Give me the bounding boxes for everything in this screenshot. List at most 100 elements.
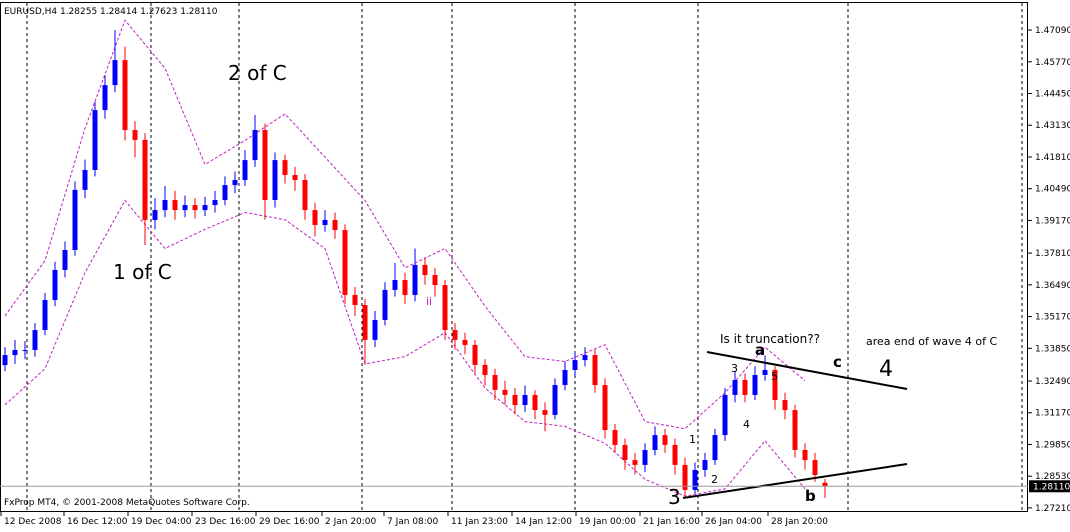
candle-body	[192, 205, 198, 211]
candle-body	[602, 385, 608, 431]
candle-body	[102, 85, 108, 111]
candle-body	[622, 444, 628, 461]
chart-footer: FxProp MT4, © 2001-2008 MetaQuotes Softw…	[4, 498, 250, 508]
candle-body	[162, 199, 168, 211]
period-separators	[26, 3, 1023, 511]
candle-body	[322, 219, 328, 225]
candle-body	[642, 449, 648, 465]
candle-body	[572, 360, 578, 370]
candle-body	[462, 339, 468, 345]
candle-body	[292, 174, 298, 181]
y-tick-label: 1.31170	[1035, 409, 1070, 419]
y-tick-label: 1.29850	[1035, 440, 1070, 450]
data-layer	[2, 19, 828, 499]
candle-body	[702, 460, 708, 470]
candle-body	[382, 289, 388, 320]
annotations: 2 of C 1 of C Is it truncation?? area en…	[113, 61, 997, 509]
trendline	[682, 463, 908, 499]
candle-body	[782, 399, 788, 411]
candle-body	[432, 274, 438, 286]
annotation: b	[805, 487, 816, 505]
candle-body	[812, 460, 818, 475]
candle-body	[32, 330, 38, 350]
candle-body	[732, 380, 738, 395]
candle-body	[2, 355, 8, 366]
candle-body	[502, 389, 508, 395]
candle-body	[422, 264, 428, 275]
candle-body	[542, 410, 548, 415]
candle-body	[222, 185, 228, 200]
trendline	[706, 351, 908, 390]
annotation: 3	[668, 485, 681, 509]
annotation: 2	[711, 473, 718, 486]
candle-body	[452, 330, 458, 340]
candle-body	[352, 294, 358, 306]
candle-body	[62, 249, 68, 270]
annotation: ii	[426, 295, 432, 308]
candle-body	[472, 344, 478, 365]
candle-body	[42, 299, 48, 331]
candle-body	[262, 130, 268, 200]
y-tick-label: 1.37810	[1035, 249, 1070, 259]
candle-body	[492, 374, 498, 390]
candle-body	[822, 482, 828, 487]
candle-body	[392, 280, 398, 290]
candle-body	[722, 394, 728, 436]
candle-body	[122, 60, 128, 131]
x-tick-label: 16 Dec 12:00	[67, 517, 128, 527]
candle-body	[342, 230, 348, 295]
candle-body	[172, 199, 178, 211]
candle-body	[662, 435, 668, 445]
candle-body	[552, 385, 558, 415]
candle-body	[242, 160, 248, 181]
y-tick-label: 1.44450	[1035, 90, 1070, 100]
y-tick-label: 1.36490	[1035, 281, 1070, 291]
candle-body	[112, 60, 118, 86]
candle-body	[792, 410, 798, 450]
annotation: 4	[743, 418, 750, 431]
x-tick-label: 19 Dec 04:00	[131, 517, 192, 527]
candle-body	[632, 460, 638, 465]
x-tick-label: 2 Jan 20:00	[325, 517, 377, 527]
candle-body	[72, 189, 78, 250]
annotation: Is it truncation??	[720, 332, 820, 346]
annotation: 2 of C	[228, 61, 287, 85]
candle-body	[312, 210, 318, 225]
y-tick-label: 1.47090	[1035, 26, 1070, 36]
x-tick-label: 28 Jan 20:00	[771, 517, 828, 527]
y-tick-label: 1.33850	[1035, 344, 1070, 354]
y-tick-label: 1.43130	[1035, 121, 1070, 131]
candle-body	[682, 464, 688, 490]
chart-header: EURUSD,H4 1.28255 1.28414 1.27623 1.2811…	[4, 7, 218, 17]
candle-body	[772, 369, 778, 400]
candle-body	[362, 305, 368, 340]
annotation: 1	[689, 433, 696, 446]
candle-body	[712, 435, 718, 461]
candle-body	[412, 264, 418, 295]
annotation: 4	[879, 357, 893, 382]
candle-body	[442, 285, 448, 331]
annotation: c	[833, 353, 842, 371]
candle-body	[52, 269, 58, 300]
candle-body	[332, 219, 338, 231]
candle-body	[482, 364, 488, 375]
candle-body	[132, 130, 138, 140]
candle-body	[652, 435, 658, 450]
candle-body	[752, 374, 758, 395]
x-tick-label: 26 Jan 04:00	[705, 517, 762, 527]
plot-frame	[0, 2, 1028, 512]
candle-body	[402, 280, 408, 295]
candle-body	[742, 380, 748, 395]
annotation: 3	[731, 362, 738, 375]
candle-body	[142, 139, 148, 220]
band-line	[4, 199, 806, 497]
y-tick-label: 1.27210	[1035, 504, 1070, 514]
y-tick-label: 1.45770	[1035, 58, 1070, 68]
candle-body	[562, 369, 568, 386]
candle-body	[92, 110, 98, 170]
candle-body	[612, 430, 618, 445]
candle-body	[302, 180, 308, 211]
candle-body	[22, 349, 28, 351]
